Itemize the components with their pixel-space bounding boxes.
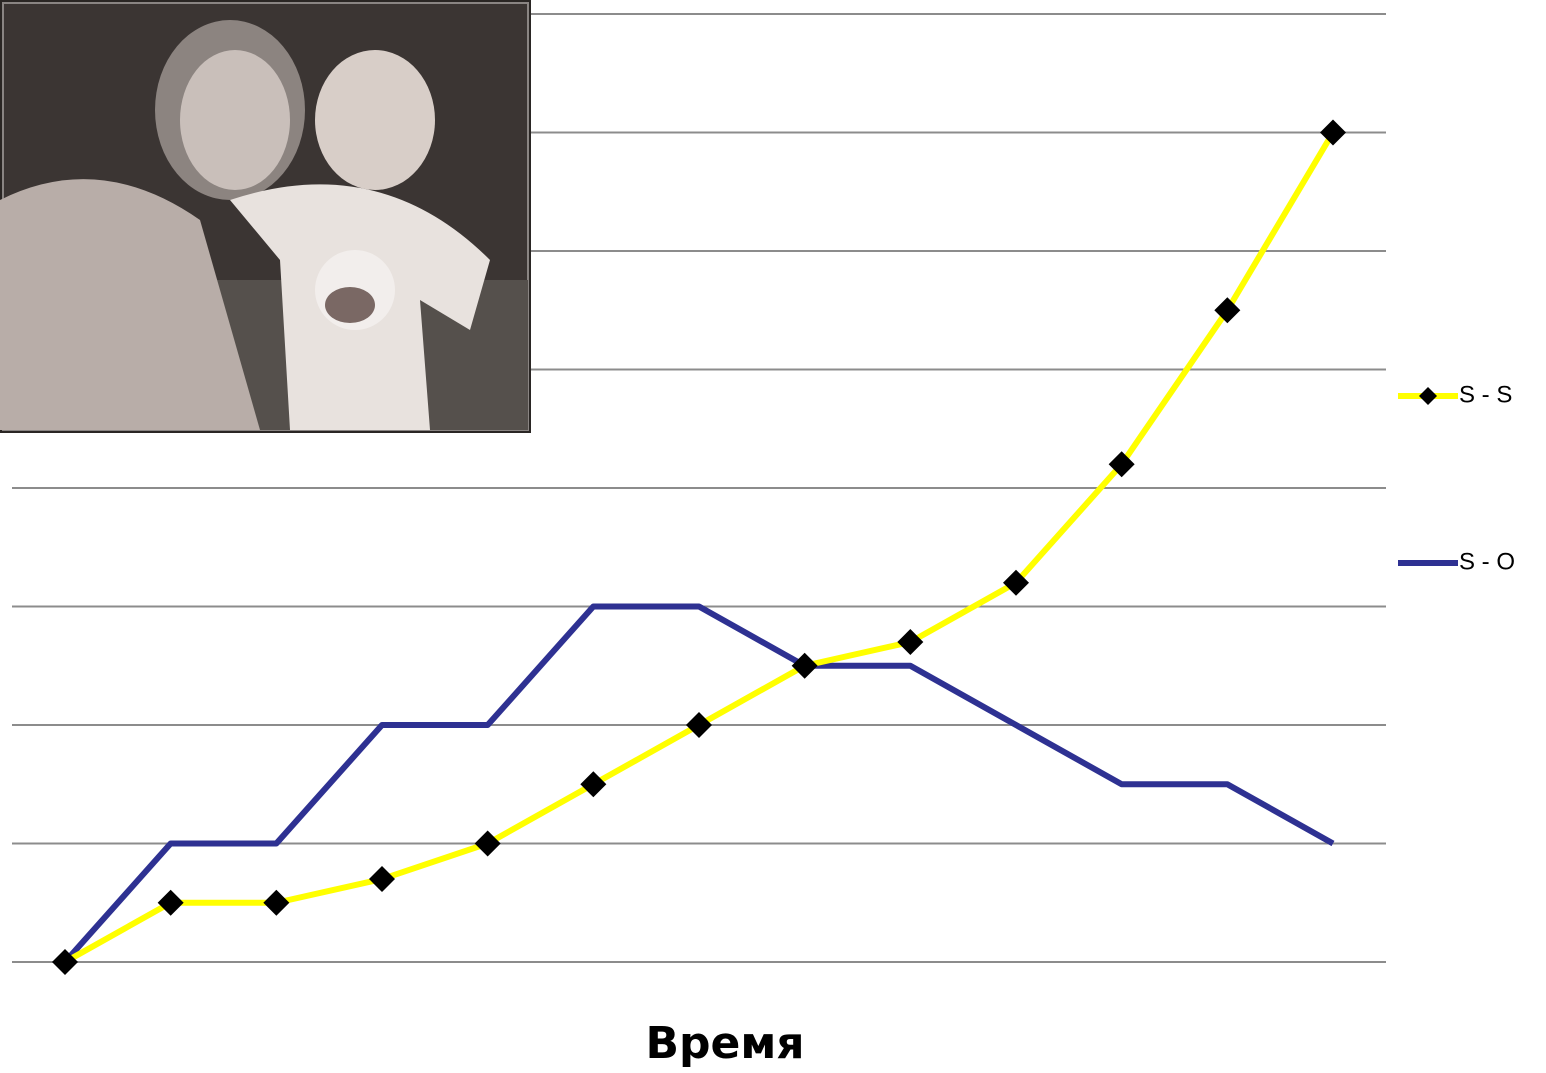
- legend-item: S - O: [1398, 548, 1515, 575]
- chart: Время S - S S - O: [0, 0, 1546, 1073]
- legend-label: S - O: [1459, 548, 1515, 575]
- marker: [369, 866, 395, 892]
- page: {"chart_data": {"type": "line", "x_label…: [0, 0, 1546, 1073]
- marker: [580, 771, 606, 797]
- legend-item: S - S: [1398, 381, 1512, 408]
- marker: [263, 890, 289, 916]
- marker: [897, 629, 923, 655]
- marker: [792, 653, 818, 679]
- marker: [158, 890, 184, 916]
- legend-marker: [1419, 387, 1437, 405]
- photo: [0, 0, 531, 433]
- marker: [475, 831, 501, 857]
- series-line: [65, 607, 1333, 963]
- x-axis-title: Время: [645, 1018, 804, 1069]
- marker: [686, 712, 712, 738]
- legend-label: S - S: [1459, 381, 1512, 408]
- marker: [1320, 120, 1346, 146]
